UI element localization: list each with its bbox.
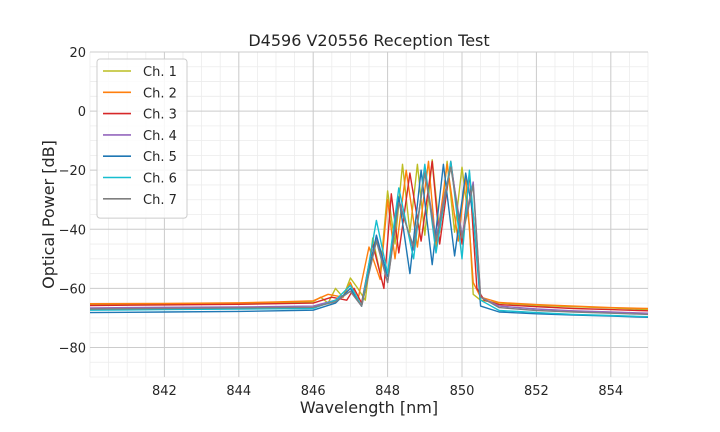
- x-tick-label: 854: [598, 384, 623, 399]
- legend-label: Ch. 3: [143, 108, 177, 123]
- y-tick-label: 0: [78, 105, 86, 120]
- y-tick-label: 20: [69, 46, 86, 61]
- legend-label: Ch. 1: [143, 65, 177, 80]
- legend-label: Ch. 6: [143, 172, 177, 187]
- y-axis-label: Optical Power [dB]: [39, 140, 58, 289]
- series-line-ch-5: [89, 163, 649, 318]
- series-group: [89, 159, 649, 318]
- x-tick-label: 842: [152, 384, 177, 399]
- x-tick-label: 844: [226, 384, 251, 399]
- x-tick-label: 850: [450, 384, 475, 399]
- x-axis: 842 844 846 848 850 852 854: [152, 384, 623, 399]
- y-tick-label: −20: [59, 164, 86, 179]
- legend: Ch. 1 Ch. 2 Ch. 3 Ch. 4 Ch. 5 Ch. 6 Ch. 7: [96, 58, 188, 219]
- legend-label: Ch. 4: [143, 129, 177, 144]
- legend-label: Ch. 2: [143, 86, 177, 101]
- x-tick-label: 848: [375, 384, 400, 399]
- y-tick-label: −60: [59, 282, 86, 297]
- x-tick-label: 852: [524, 384, 549, 399]
- y-axis: 20 0 −20 −40 −60 −80: [59, 46, 86, 356]
- legend-label: Ch. 7: [143, 193, 177, 208]
- series-line-ch-1: [89, 159, 649, 311]
- x-axis-label: Wavelength [nm]: [300, 398, 438, 417]
- legend-frame: [96, 58, 188, 219]
- series-line-ch-7: [89, 166, 649, 316]
- y-tick-label: −80: [59, 341, 86, 356]
- x-tick-label: 846: [301, 384, 326, 399]
- series-line-ch-2: [89, 160, 649, 310]
- legend-label: Ch. 5: [143, 150, 177, 165]
- chart-title: D4596 V20556 Reception Test: [248, 31, 489, 50]
- y-tick-label: −40: [59, 223, 86, 238]
